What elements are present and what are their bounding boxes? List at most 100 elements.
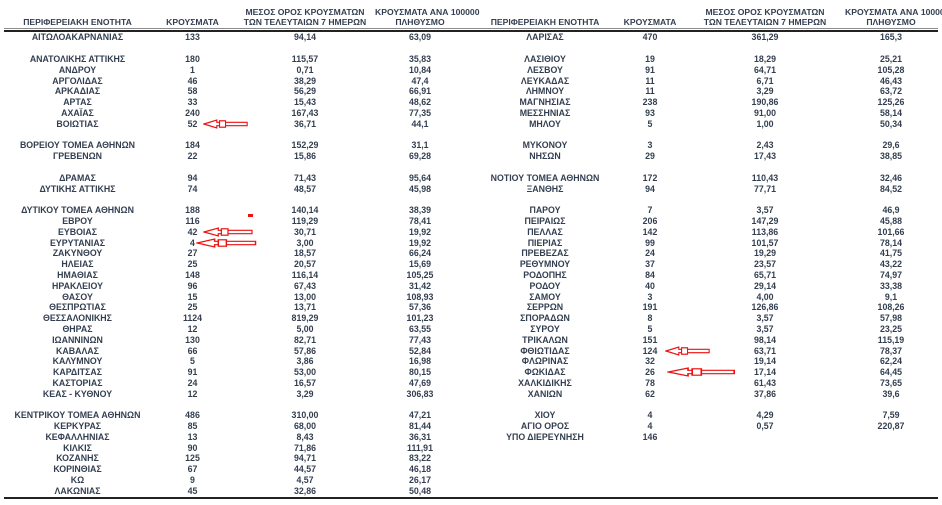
cell-per100k: 74,97	[879, 269, 902, 280]
table-row: ΑΝΑΤΟΛΙΚΗΣ ΑΤΤΙΚΗΣ 180 115,57 35,83	[5, 54, 465, 65]
region-table-right: ΠΕΡΙΦΕΡΕΙΑΚΗ ΕΝΟΤΗΤΑ ΚΡΟΥΣΜΑΤΑ ΜΕΣΟΣ ΟΡΟ…	[475, 0, 942, 505]
cell-avg7: 140,14	[291, 205, 319, 216]
cell-per100k: 43,22	[879, 259, 902, 270]
table-row: ΦΘΙΩΤΙΔΑΣ 124 63,71 78,37	[475, 345, 937, 356]
table-row: ΘΕΣΠΡΩΤΙΑΣ 25 13,71 57,36	[5, 302, 465, 313]
cell-per100k: 52,84	[408, 345, 431, 356]
cell-cases: 12	[187, 323, 198, 334]
table-row: ΚΙΛΚΙΣ 90 71,86 111,91	[5, 442, 465, 453]
cell-region: ΚΟΡΙΝΘΙΑΣ	[53, 464, 102, 475]
cell-region: ΚΑΣΤΟΡΙΑΣ	[52, 377, 103, 388]
cell-region: ΠΑΡΟΥ	[529, 205, 561, 216]
cell-cases: 94	[187, 172, 198, 183]
cell-region: ΠΕΙΡΑΙΩΣ	[524, 215, 566, 226]
cell-avg7: 3,29	[756, 86, 774, 97]
table-row: ΜΥΚΟΝΟΥ 3 2,43 29,6	[475, 140, 937, 151]
cell-cases: 130	[185, 334, 200, 345]
red-arrow-annotation	[203, 227, 254, 237]
cell-per100k: 50,34	[879, 118, 902, 129]
cell-per100k: 62,24	[879, 356, 902, 367]
cell-region: ΑΡΚΑΔΙΑΣ	[54, 86, 101, 97]
cell-region: ΣΥΡΟΥ	[530, 323, 560, 334]
header-region: ΠΕΡΙΦΕΡΕΙΑΚΗ ΕΝΟΤΗΤΑ	[23, 17, 132, 28]
cell-cases: 206	[642, 215, 658, 226]
cell-avg7: 16,57	[293, 377, 316, 388]
cell-region: ΡΟΔΟΥ	[529, 280, 561, 291]
table-row: ΜΕΣΣΗΝΙΑΣ 93 91,00 58,14	[475, 108, 937, 119]
table-row: ΚΑΛΥΜΝΟΥ 5 3,86 16,98	[5, 356, 465, 367]
table-row-blank	[5, 399, 465, 410]
table-row: ΚΕΡΚΥΡΑΣ 85 68,00 81,44	[5, 421, 465, 432]
cell-cases: 24	[187, 377, 198, 388]
cell-cases: 42	[187, 226, 198, 237]
cell-per100k: 101,23	[406, 313, 434, 324]
table-row: ΚΑΣΤΟΡΙΑΣ 24 16,57 47,69	[5, 378, 465, 389]
table-row: ΕΥΒΟΙΑΣ 42 30,71 19,92	[5, 226, 465, 237]
cell-avg7: 3,00	[296, 237, 314, 248]
table-row: ΤΡΙΚΑΛΩΝ 151 98,14 115,19	[475, 334, 937, 345]
header-avg7: ΜΕΣΟΣ ΟΡΟΣ ΚΡΟΥΣΜΑΤΩΝ ΤΩΝ ΤΕΛΕΥΤΑΙΩΝ 7 ΗΜ…	[703, 7, 827, 28]
cell-region: ΤΡΙΚΑΛΩΝ	[522, 334, 568, 345]
cell-region: ΥΠΟ ΔΙΕΡΕΥΝΗΣΗ	[506, 431, 584, 442]
cell-region: ΧΑΛΚΙΔΙΚΗΣ	[518, 377, 572, 388]
cell-avg7: 3,86	[296, 356, 314, 367]
cell-avg7: 15,86	[293, 151, 316, 162]
cell-region: ΠΡΕΒΕΖΑΣ	[521, 248, 569, 259]
cell-per100k: 31,1	[411, 140, 429, 151]
header-underline-thick	[4, 30, 938, 33]
cell-avg7: 32,86	[293, 485, 316, 496]
table-row: ΞΑΝΘΗΣ 94 77,71 84,52	[475, 183, 937, 194]
cell-region: ΒΟΙΩΤΙΑΣ	[56, 118, 99, 129]
table-row-blank	[475, 194, 937, 205]
header-avg7: ΜΕΣΟΣ ΟΡΟΣ ΚΡΟΥΣΜΑΤΩΝ ΤΩΝ ΤΕΛΕΥΤΑΙΩΝ 7 ΗΜ…	[243, 7, 367, 28]
red-arrow-annotation	[667, 367, 737, 377]
cell-per100k: 95,64	[408, 172, 431, 183]
cell-avg7: 310,00	[291, 410, 319, 421]
cell-per100k: 77,35	[408, 107, 431, 118]
table-row: ΚΟΡΙΝΘΙΑΣ 67 44,57 46,18	[5, 464, 465, 475]
table-row: ΥΠΟ ΔΙΕΡΕΥΝΗΣΗ 146	[475, 431, 937, 442]
cell-per100k: 33,38	[879, 280, 902, 291]
cell-region: ΝΗΣΩΝ	[529, 151, 561, 162]
cell-region: ΑΡΤΑΣ	[63, 97, 92, 108]
cell-per100k: 125,26	[877, 97, 905, 108]
cell-region: ΜΕΣΣΗΝΙΑΣ	[519, 107, 571, 118]
cell-region: ΑΙΤΩΛΟΑΚΑΡΝΑΝΙΑΣ	[31, 32, 124, 43]
cell-cases: 1	[190, 64, 195, 75]
cell-cases: 188	[185, 205, 200, 216]
cell-region: ΗΡΑΚΛΕΙΟΥ	[52, 280, 103, 291]
cell-avg7: 147,29	[751, 215, 779, 226]
table-row: ΓΡΕΒΕΝΩΝ 22 15,86 69,28	[5, 151, 465, 162]
cell-cases: 85	[187, 421, 198, 432]
header-cases: ΚΡΟΥΣΜΑΤΑ	[166, 17, 219, 28]
cell-cases: 24	[645, 248, 655, 259]
cell-avg7: 57,86	[293, 345, 316, 356]
table-header: ΠΕΡΙΦΕΡΕΙΑΚΗ ΕΝΟΤΗΤΑ ΚΡΟΥΣΜΑΤΑ ΜΕΣΟΣ ΟΡΟ…	[5, 6, 479, 28]
cell-per100k: 46,18	[408, 464, 431, 475]
cell-per100k: 26,17	[408, 475, 431, 486]
cell-cases: 1124	[182, 313, 203, 324]
cell-per100k: 84,52	[879, 183, 902, 194]
cell-per100k: 25,21	[879, 53, 902, 64]
cell-avg7: 68,00	[293, 421, 316, 432]
table-row: ΧΙΟΥ 4 4,29 7,59	[475, 410, 937, 421]
cell-per100k: 23,25	[879, 323, 902, 334]
table-row-blank	[5, 129, 465, 140]
cell-cases: 78	[645, 377, 655, 388]
table-row: ΦΩΚΙΔΑΣ 26 17,14 64,45	[475, 367, 937, 378]
cell-avg7: 4,29	[756, 410, 774, 421]
table-row: ΑΓΙΟ ΟΡΟΣ 4 0,57 220,87	[475, 421, 937, 432]
cell-cases: 99	[645, 237, 655, 248]
table-row-blank	[475, 43, 937, 54]
cell-cases: 66	[187, 345, 198, 356]
cell-cases: 25	[187, 302, 198, 313]
table-row: ΘΑΣΟΥ 15 13,00 108,93	[5, 291, 465, 302]
cell-cases: 3	[647, 291, 653, 302]
cell-per100k: 306,83	[406, 388, 434, 399]
header-region: ΠΕΡΙΦΕΡΕΙΑΚΗ ΕΝΟΤΗΤΑ	[490, 17, 600, 28]
cell-avg7: 113,86	[751, 226, 779, 237]
cell-cases: 45	[187, 485, 198, 496]
table-row: ΝΟΤΙΟΥ ΤΟΜΕΑ ΑΘΗΝΩΝ 172 110,43 32,46	[475, 172, 937, 183]
cell-per100k: 19,92	[408, 226, 431, 237]
